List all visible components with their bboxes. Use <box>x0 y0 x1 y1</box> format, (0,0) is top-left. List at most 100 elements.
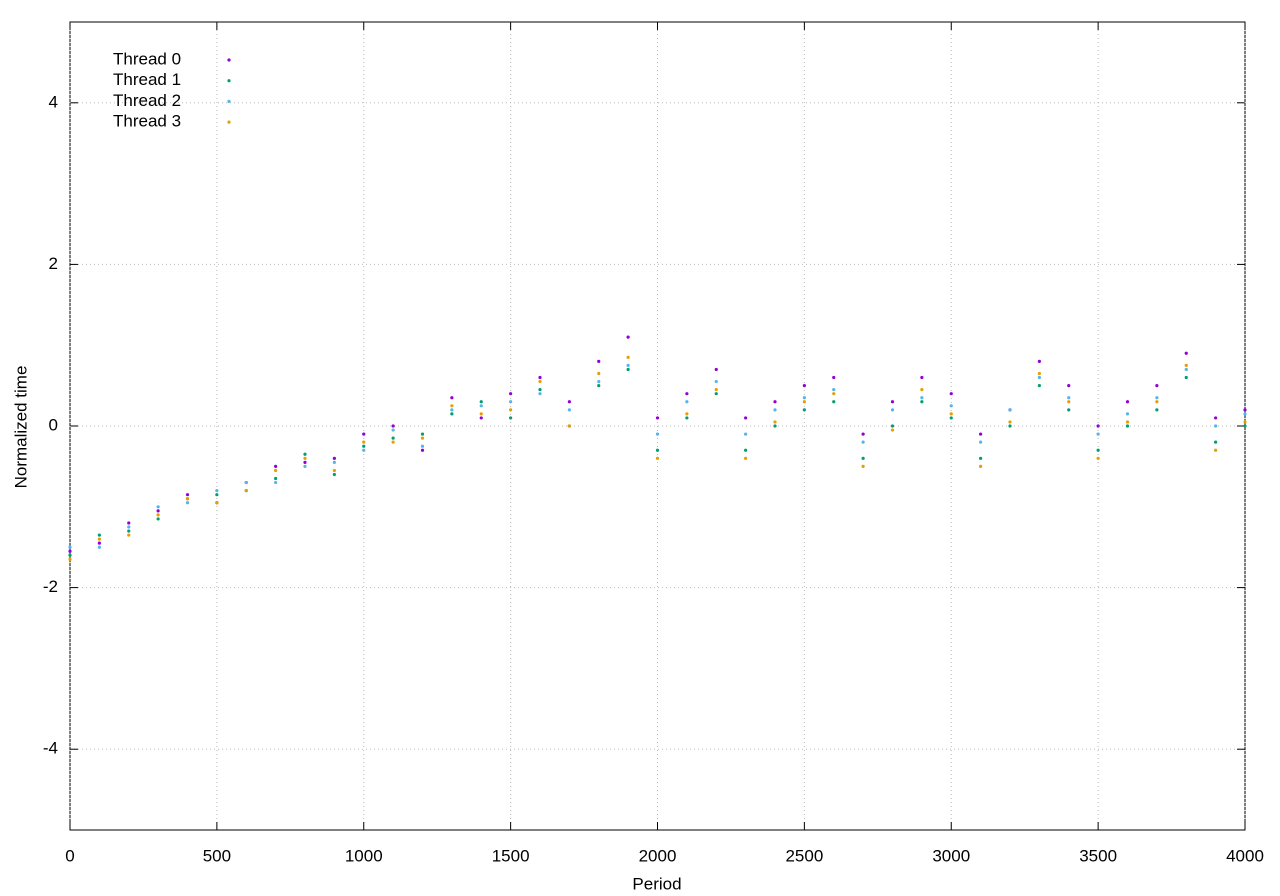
point <box>861 440 865 444</box>
point <box>538 388 542 392</box>
point <box>68 545 72 549</box>
point <box>979 440 983 444</box>
y-axis-label: Normalized time <box>11 366 30 489</box>
point <box>1037 359 1041 363</box>
point <box>479 412 483 416</box>
point <box>303 460 307 464</box>
point <box>97 537 101 541</box>
point <box>185 501 190 505</box>
legend-marker <box>227 99 231 103</box>
point <box>68 553 72 557</box>
x-tick-label: 2500 <box>785 846 823 865</box>
legend-label: Thread 2 <box>113 91 181 110</box>
point <box>1096 432 1100 436</box>
point <box>509 416 513 420</box>
point <box>1155 396 1159 400</box>
x-tick-label: 3000 <box>932 846 970 865</box>
point <box>127 521 131 525</box>
point <box>949 404 953 408</box>
x-tick-label: 1000 <box>345 846 383 865</box>
point <box>97 541 101 545</box>
legend-marker <box>227 79 231 83</box>
point <box>655 448 660 452</box>
point <box>890 428 895 432</box>
point <box>479 404 483 408</box>
point <box>1184 351 1188 355</box>
point <box>979 456 983 460</box>
point <box>1184 363 1188 367</box>
point <box>597 379 601 384</box>
point <box>450 408 454 412</box>
point <box>597 371 601 376</box>
point <box>802 396 806 400</box>
point <box>1096 424 1100 428</box>
point <box>949 412 953 416</box>
y-tick-label: -4 <box>43 739 58 758</box>
point <box>655 432 660 436</box>
point <box>538 392 542 396</box>
point <box>567 424 571 428</box>
point <box>1008 424 1012 428</box>
point <box>391 424 395 428</box>
point <box>597 359 601 363</box>
point <box>1243 408 1247 412</box>
point <box>1243 424 1247 428</box>
point <box>655 456 660 460</box>
point <box>274 480 278 485</box>
point <box>685 400 689 404</box>
point <box>332 468 336 473</box>
point <box>1155 400 1159 404</box>
point <box>185 493 190 497</box>
point <box>127 529 131 533</box>
point <box>420 436 425 440</box>
point <box>1214 416 1218 420</box>
point <box>1037 375 1041 380</box>
point <box>420 444 425 448</box>
point <box>685 392 689 396</box>
point <box>97 533 101 537</box>
point <box>626 335 630 339</box>
point <box>538 379 542 384</box>
point <box>861 432 865 436</box>
point <box>714 388 718 392</box>
point <box>538 375 542 380</box>
point <box>303 464 307 468</box>
point <box>832 388 836 392</box>
point <box>68 549 72 553</box>
point <box>156 513 160 517</box>
point <box>362 448 366 452</box>
point <box>274 468 278 473</box>
legend-label: Thread 1 <box>113 70 181 89</box>
point <box>773 420 777 424</box>
point <box>1125 400 1130 404</box>
point <box>244 489 248 493</box>
point <box>509 400 513 404</box>
point <box>744 456 748 460</box>
point <box>1214 448 1218 452</box>
point <box>362 432 366 436</box>
point <box>1184 375 1188 380</box>
point <box>156 505 160 509</box>
x-tick-label: 500 <box>203 846 231 865</box>
y-tick-label: 4 <box>49 92 58 111</box>
point <box>890 424 895 428</box>
point <box>744 448 748 452</box>
point <box>450 396 454 400</box>
x-tick-label: 3500 <box>1079 846 1117 865</box>
x-axis-label: Period <box>632 874 681 893</box>
point <box>1096 448 1100 452</box>
point <box>1067 408 1071 412</box>
point <box>802 408 806 412</box>
point <box>920 375 924 380</box>
point <box>1155 408 1159 412</box>
point <box>420 448 425 452</box>
point <box>1096 456 1100 460</box>
point <box>156 509 160 513</box>
point <box>832 375 836 380</box>
point <box>567 400 571 404</box>
point <box>773 400 777 404</box>
point <box>1214 424 1218 428</box>
point <box>1067 384 1071 388</box>
point <box>244 480 248 485</box>
